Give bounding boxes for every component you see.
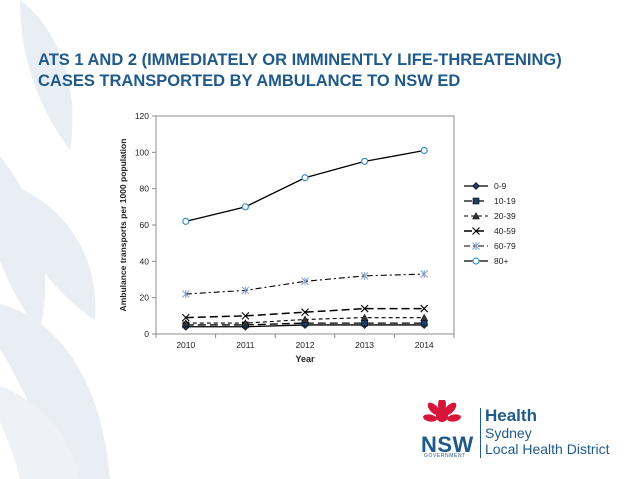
legend-label: 20-39 bbox=[494, 211, 516, 221]
data-point bbox=[181, 319, 190, 327]
data-point bbox=[241, 319, 250, 327]
data-point bbox=[181, 313, 190, 322]
slide-title-line-2: CASES TRANSPORTED BY AMBULANCE TO NSW ED bbox=[38, 72, 461, 90]
data-point bbox=[301, 308, 309, 317]
legend-item: 60-79 bbox=[464, 241, 516, 251]
logo-text: Health Sydney Local Health District bbox=[485, 406, 610, 458]
data-point bbox=[420, 304, 429, 313]
nsw-wordmark: NSW bbox=[421, 432, 474, 457]
data-point bbox=[241, 311, 250, 320]
data-point bbox=[181, 290, 190, 299]
series-line bbox=[185, 273, 425, 295]
series-line bbox=[185, 322, 425, 326]
data-point bbox=[360, 304, 369, 313]
y-tick-label: 100 bbox=[135, 147, 149, 157]
line-chart: 0 20 40 60 80 100 120 2010 2011 2012 2013 2014 Year A… bbox=[118, 111, 516, 364]
data-point bbox=[361, 157, 369, 166]
y-axis-label: Ambulance transports per 1000 population bbox=[118, 139, 128, 312]
plot-area bbox=[155, 115, 455, 335]
legend-item: 40-59 bbox=[464, 226, 516, 236]
series-60-79 bbox=[181, 270, 429, 299]
y-tick-label: 0 bbox=[144, 329, 149, 339]
legend-marker bbox=[472, 197, 480, 205]
x-axis-label: Year bbox=[295, 354, 315, 364]
slide-title-line-1: ATS 1 AND 2 (IMMEDIATELY OR IMMINENTLY L… bbox=[38, 51, 562, 69]
data-point bbox=[301, 315, 309, 323]
legend-marker bbox=[472, 242, 480, 250]
legend-marker bbox=[472, 227, 480, 235]
series-20-39 bbox=[181, 313, 429, 327]
x-tick-label: 2011 bbox=[236, 340, 255, 350]
data-point bbox=[420, 319, 428, 327]
y-tick-label: 20 bbox=[140, 293, 150, 303]
series-80plus bbox=[182, 146, 428, 225]
data-point bbox=[420, 270, 429, 279]
series-40-59 bbox=[181, 304, 429, 322]
data-point bbox=[420, 313, 429, 321]
logo-lhd: Local Health District bbox=[485, 441, 610, 457]
data-point bbox=[241, 203, 249, 211]
logo-sydney: Sydney bbox=[485, 425, 532, 441]
data-point bbox=[361, 319, 368, 327]
data-point bbox=[241, 286, 250, 295]
y-tick-label: 40 bbox=[140, 256, 150, 266]
legend-label: 0-9 bbox=[494, 181, 507, 191]
legend-item: 0-9 bbox=[464, 181, 507, 191]
legend-marker bbox=[472, 182, 480, 190]
x-tick-label: 2014 bbox=[415, 340, 434, 350]
y-tick-label: 80 bbox=[140, 184, 150, 194]
legend-label: 40-59 bbox=[494, 226, 516, 236]
nsw-waratah-logo bbox=[423, 400, 461, 422]
y-tick-label: 120 bbox=[135, 111, 149, 121]
logo-health: Health bbox=[485, 406, 537, 425]
legend-label: 10-19 bbox=[494, 196, 516, 206]
data-point bbox=[301, 174, 309, 182]
legend-label: 80+ bbox=[494, 256, 508, 266]
x-tick-label: 2010 bbox=[176, 340, 195, 350]
y-tick-label: 60 bbox=[140, 220, 150, 230]
legend-label: 60-79 bbox=[494, 241, 516, 251]
chart-container: 0 20 40 60 80 100 120 2010 2011 2012 2013 2014 Year A… bbox=[111, 105, 531, 371]
x-tick-label: 2013 bbox=[355, 340, 374, 350]
nsw-government-text: GOVERNMENT bbox=[424, 453, 466, 459]
legend-item: 20-39 bbox=[464, 211, 516, 221]
data-point bbox=[301, 277, 309, 286]
data-point bbox=[420, 146, 428, 155]
x-tick-label: 2012 bbox=[296, 340, 315, 350]
legend-item: 80+ bbox=[464, 256, 508, 266]
series-line bbox=[185, 307, 425, 319]
slide-title: ATS 1 AND 2 (IMMEDIATELY OR IMMINENTLY L… bbox=[38, 50, 618, 92]
data-point bbox=[360, 313, 369, 321]
logo-divider bbox=[480, 408, 481, 458]
data-point bbox=[360, 271, 369, 280]
legend-item: 10-19 bbox=[464, 196, 516, 206]
data-point bbox=[182, 217, 190, 225]
legend-marker bbox=[472, 211, 480, 220]
legend-marker bbox=[472, 257, 480, 265]
